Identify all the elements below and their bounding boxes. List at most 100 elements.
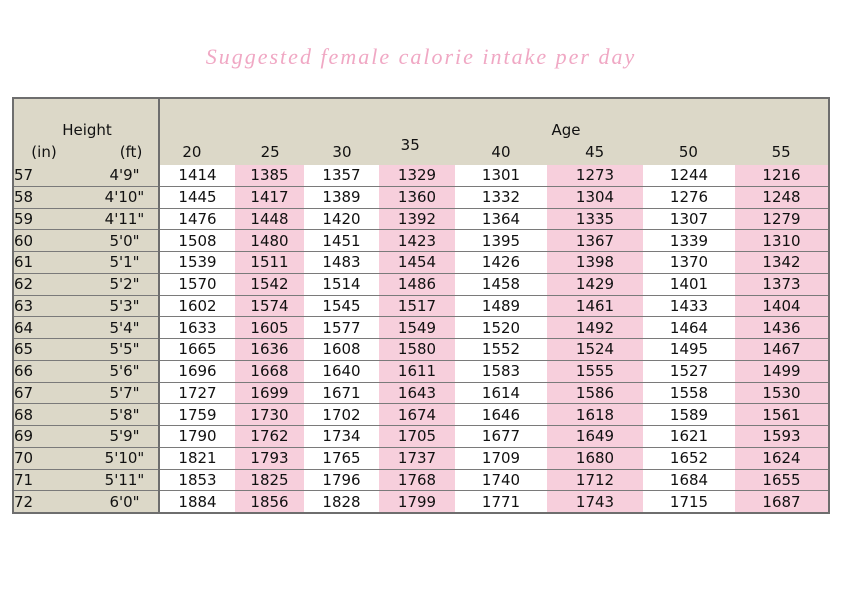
calorie-value-cell: 1580 bbox=[379, 338, 455, 361]
calorie-value-cell: 1696 bbox=[159, 360, 235, 383]
table-row: 72 6'0" 1884 1856 1828 1799 1771 1743 1715 1687 bbox=[13, 490, 829, 513]
calorie-value-cell: 1727 bbox=[159, 382, 235, 405]
height-feet-cell: 5'11" bbox=[91, 469, 160, 492]
height-inches-cell: 58 bbox=[13, 186, 91, 209]
calorie-value-cell: 1461 bbox=[547, 295, 643, 318]
page-title: Suggested female calorie intake per day bbox=[205, 44, 637, 69]
table-row: 71 5'11" 1853 1825 1796 1768 1740 1712 1684 1655 bbox=[13, 469, 829, 492]
height-inches-cell: 60 bbox=[13, 229, 91, 252]
calorie-value-cell: 1524 bbox=[547, 338, 643, 361]
age-values-row: 20 25 30 35 40 45 50 55 bbox=[160, 136, 828, 161]
inches-label: (in) bbox=[31, 143, 57, 161]
height-feet-cell: 5'7" bbox=[91, 382, 160, 405]
calorie-value-cell: 1301 bbox=[455, 165, 547, 187]
height-feet-cell: 5'1" bbox=[91, 251, 160, 274]
height-feet-cell: 5'10" bbox=[91, 447, 160, 470]
calorie-value-cell: 1671 bbox=[304, 382, 379, 405]
calorie-value-cell: 1395 bbox=[455, 229, 547, 252]
calorie-value-cell: 1605 bbox=[235, 316, 304, 339]
calorie-value-cell: 1480 bbox=[235, 229, 304, 252]
calorie-value-cell: 1445 bbox=[159, 186, 235, 209]
height-feet-cell: 4'9" bbox=[91, 165, 160, 187]
age-header: Age 20 25 30 35 40 45 50 55 bbox=[159, 98, 829, 165]
calorie-value-cell: 1495 bbox=[643, 338, 735, 361]
calorie-value-cell: 1570 bbox=[159, 273, 235, 296]
height-feet-cell: 4'11" bbox=[91, 208, 160, 231]
calorie-value-cell: 1542 bbox=[235, 273, 304, 296]
calorie-value-cell: 1423 bbox=[379, 229, 455, 252]
calorie-value-cell: 1684 bbox=[643, 469, 735, 492]
calorie-value-cell: 1665 bbox=[159, 338, 235, 361]
calorie-value-cell: 1454 bbox=[379, 251, 455, 274]
calorie-value-cell: 1709 bbox=[455, 447, 547, 470]
calorie-value-cell: 1586 bbox=[547, 382, 643, 405]
height-feet-cell: 5'0" bbox=[91, 229, 160, 252]
calorie-value-cell: 1687 bbox=[735, 490, 829, 513]
calorie-value-cell: 1636 bbox=[235, 338, 304, 361]
table-row: 63 5'3" 1602 1574 1545 1517 1489 1461 1433 1404 bbox=[13, 295, 829, 318]
calorie-value-cell: 1248 bbox=[735, 186, 829, 209]
age-column-header: 25 bbox=[260, 143, 280, 161]
age-column-header: 55 bbox=[771, 143, 791, 161]
age-column-header: 40 bbox=[491, 143, 511, 161]
calorie-value-cell: 1486 bbox=[379, 273, 455, 296]
calorie-value-cell: 1310 bbox=[735, 229, 829, 252]
calorie-value-cell: 1574 bbox=[235, 295, 304, 318]
calorie-value-cell: 1339 bbox=[643, 229, 735, 252]
calorie-value-cell: 1545 bbox=[304, 295, 379, 318]
height-feet-cell: 4'10" bbox=[91, 186, 160, 209]
calorie-value-cell: 1640 bbox=[304, 360, 379, 383]
calorie-value-cell: 1401 bbox=[643, 273, 735, 296]
height-inches-cell: 71 bbox=[13, 469, 91, 492]
calorie-value-cell: 1853 bbox=[159, 469, 235, 492]
calorie-value-cell: 1483 bbox=[304, 251, 379, 274]
calorie-value-cell: 1558 bbox=[643, 382, 735, 405]
height-feet-cell: 5'5" bbox=[91, 338, 160, 361]
calorie-value-cell: 1856 bbox=[235, 490, 304, 513]
calorie-value-cell: 1740 bbox=[455, 469, 547, 492]
calorie-value-cell: 1511 bbox=[235, 251, 304, 274]
height-feet-cell: 5'4" bbox=[91, 316, 160, 339]
calorie-value-cell: 1244 bbox=[643, 165, 735, 187]
calorie-table: Height (in) (ft) Age 20 25 30 35 40 45 50 55 57… bbox=[12, 97, 830, 514]
calorie-value-cell: 1489 bbox=[455, 295, 547, 318]
calorie-value-cell: 1332 bbox=[455, 186, 547, 209]
calorie-value-cell: 1765 bbox=[304, 447, 379, 470]
height-inches-cell: 66 bbox=[13, 360, 91, 383]
calorie-value-cell: 1392 bbox=[379, 208, 455, 231]
height-inches-cell: 67 bbox=[13, 382, 91, 405]
calorie-value-cell: 1652 bbox=[643, 447, 735, 470]
height-feet-cell: 5'2" bbox=[91, 273, 160, 296]
height-feet-cell: 5'9" bbox=[91, 425, 160, 448]
calorie-value-cell: 1799 bbox=[379, 490, 455, 513]
calorie-value-cell: 1828 bbox=[304, 490, 379, 513]
height-feet-cell: 6'0" bbox=[91, 490, 160, 513]
calorie-value-cell: 1734 bbox=[304, 425, 379, 448]
calorie-value-cell: 1712 bbox=[547, 469, 643, 492]
calorie-value-cell: 1499 bbox=[735, 360, 829, 383]
calorie-value-cell: 1276 bbox=[643, 186, 735, 209]
calorie-value-cell: 1884 bbox=[159, 490, 235, 513]
table-row: 58 4'10" 1445 1417 1389 1360 1332 1304 1276 1248 bbox=[13, 186, 829, 209]
table-row: 64 5'4" 1633 1605 1577 1549 1520 1492 1464 1436 bbox=[13, 316, 829, 339]
calorie-value-cell: 1492 bbox=[547, 316, 643, 339]
calorie-value-cell: 1796 bbox=[304, 469, 379, 492]
table-row: 68 5'8" 1759 1730 1702 1674 1646 1618 1589 1561 bbox=[13, 403, 829, 426]
calorie-value-cell: 1279 bbox=[735, 208, 829, 231]
calorie-value-cell: 1464 bbox=[643, 316, 735, 339]
age-column-header: 45 bbox=[585, 143, 605, 161]
calorie-value-cell: 1633 bbox=[159, 316, 235, 339]
calorie-value-cell: 1646 bbox=[455, 403, 547, 426]
calorie-value-cell: 1649 bbox=[547, 425, 643, 448]
calorie-value-cell: 1699 bbox=[235, 382, 304, 405]
height-inches-cell: 69 bbox=[13, 425, 91, 448]
calorie-value-cell: 1737 bbox=[379, 447, 455, 470]
calorie-value-cell: 1762 bbox=[235, 425, 304, 448]
table-row: 66 5'6" 1696 1668 1640 1611 1583 1555 1527 1499 bbox=[13, 360, 829, 383]
calorie-value-cell: 1508 bbox=[159, 229, 235, 252]
height-inches-cell: 72 bbox=[13, 490, 91, 513]
calorie-value-cell: 1549 bbox=[379, 316, 455, 339]
table-body: 57 4'9" 1414 1385 1357 1329 1301 1273 1244 1216 58… bbox=[13, 165, 829, 513]
calorie-value-cell: 1771 bbox=[455, 490, 547, 513]
calorie-value-cell: 1555 bbox=[547, 360, 643, 383]
